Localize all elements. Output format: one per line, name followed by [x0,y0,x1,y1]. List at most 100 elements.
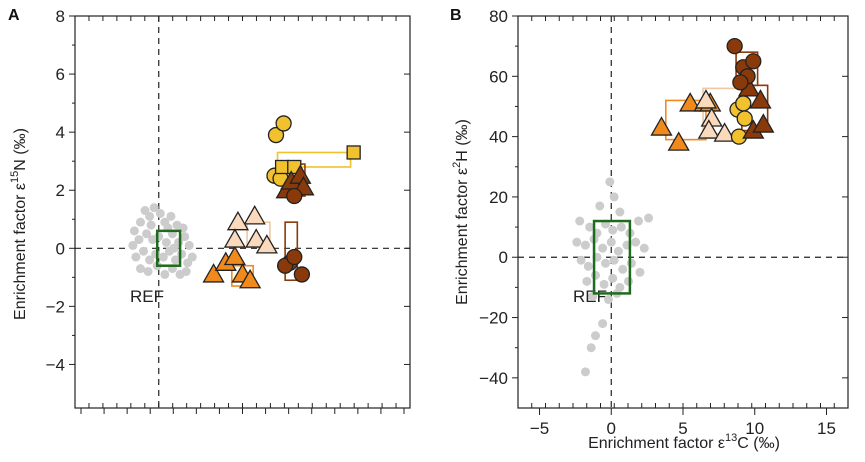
panel-a-brown-circles-marker [286,248,303,266]
panel-a-ref-point [146,220,156,230]
panel-a-ref-point [155,208,165,218]
panel-b-x-tick-label: 15 [817,419,836,438]
panel-b-x-tick-label: 10 [745,419,764,438]
panel-b-ref-point [626,258,636,268]
panel-a-ref-point [139,246,149,256]
panel-b-ref-point [634,216,644,226]
panel-b-ref-point [590,270,600,280]
panel-b-y-tick-label: −20 [479,309,508,328]
panel-a-brown-circles-marker [293,266,311,283]
panel-b-ref-point [580,367,590,377]
panel-a: A Enrichment factor ε15N (‰) REF −4 −2 0 2 4… [8,7,411,414]
panel-a-ref-point [166,211,176,221]
panel-a-y-tick-label: 2 [56,181,65,200]
panel-b-x-tick-label: 5 [678,419,687,438]
panel-b-ref-point [582,276,592,286]
panel-a-peach-marker [255,234,278,254]
panel-b-orange-marker [650,116,673,136]
panel-b-ref-point [583,261,593,271]
panel-a-ref-point [184,240,194,250]
panel-a-y-tick-label: 0 [56,239,65,258]
panel-b-ref-point [599,279,609,289]
panel-b-y-tick-label: 0 [499,248,508,267]
panel-a-ref-point [171,255,180,265]
panel-b-ref-point [585,222,595,232]
panel-a-ref-point [129,226,139,236]
panel-b-ref-point [603,294,613,304]
panel-a-y-tick-label: −2 [46,297,65,316]
panel-a-ref-point [135,264,145,274]
panel-a-ref-point [160,269,170,279]
panel-a-ref-point [128,240,138,250]
panel-a-ref-label: REF [130,287,164,306]
panel-b: B Enrichment factor ε2H (‰) Enrichment f… [450,7,849,452]
panel-b-minor-ticks [512,15,848,415]
panel-a-yellow-squares-box [276,151,352,168]
panel-b-y-tick-label: 20 [489,188,508,207]
panel-b-ref-point [608,225,618,235]
panel-a-y-tick-label: −4 [46,355,65,374]
panel-a-ref-point [134,235,144,245]
panel-a-ref-point [187,252,197,262]
panel-a-yellow-squares-marker [274,159,290,175]
panel-a-peach-marker [226,210,250,231]
panel-b-brown-circles-marker [745,53,762,70]
panel-a-ref-box [155,229,182,267]
panel-b-ref-point [590,331,600,341]
panel-b-ref-point [601,258,611,268]
panel-a-ref-point [154,232,164,242]
panel-b-ref-point [639,243,649,253]
panel-a-ref-point [131,252,141,262]
panel-b-ref-point [631,237,641,247]
panel-b-y-tick-label: 40 [489,128,508,147]
panel-a-ref-point [143,267,153,277]
panel-b-brown-circles-marker [732,74,749,91]
panel-b-ref-point [595,201,605,211]
panel-a-y-tick-label: 4 [56,123,65,142]
panel-b-ref-point [580,240,590,250]
panel-b-ref-point [635,267,645,277]
panel-a-peach-marker [223,228,247,248]
panel-b-ref-point [618,264,628,274]
panel-a-label: A [8,7,20,24]
panel-b-ref-point [576,255,586,265]
panel-b-peach-marker [697,119,720,139]
panel-a-yellow-squares-marker [346,145,361,160]
panel-b-ref-point [616,222,626,232]
panel-b-frame [517,15,849,409]
panel-a-peach-marker [245,228,268,248]
panel-b-y-tick-label: −40 [479,369,508,388]
panel-b-ref-point [606,237,616,247]
panel-b-brown-triangles-marker [749,89,772,109]
panel-b-ref-point [598,243,608,253]
panel-a-ref-point [142,229,152,239]
panel-b-y-tick-label: 60 [489,67,508,86]
panel-b-yellow-circles-marker [736,110,753,127]
panel-b-x-tick-label: −5 [530,419,549,438]
panel-b-ref-point [613,246,623,256]
panel-b-brown-triangles-marker [752,113,775,133]
panel-a-yellow-circles-marker [275,115,292,132]
panel-b-xlabel: Enrichment factor ε13C (‰) [588,432,780,452]
panel-b-ref-point [608,273,618,283]
panel-a-frame [74,15,411,409]
panel-a-brown-circles-marker [286,187,303,205]
panel-b-ylabel: Enrichment factor ε2H (‰) [451,119,471,305]
panel-b-ref-point [623,276,633,286]
panel-a-ref-point [180,232,190,242]
panel-a-ref-point [169,243,179,253]
panel-a-ref-point [177,249,187,259]
panel-b-label: B [450,7,462,24]
panel-b-ref-point [609,255,619,265]
panel-b-ref-point [644,213,654,223]
panel-b-ref-point [605,177,615,187]
panel-b-ref-point [598,319,608,329]
panel-a-orange-marker [202,263,225,283]
panel-a-ylabel: Enrichment factor ε15N (‰) [9,128,29,320]
panel-b-x-tick-label: 0 [607,419,616,438]
panel-a-peach-marker [243,205,266,225]
panel-a-ref-point [149,203,159,213]
panel-a-yellow-circles-marker [267,126,285,144]
